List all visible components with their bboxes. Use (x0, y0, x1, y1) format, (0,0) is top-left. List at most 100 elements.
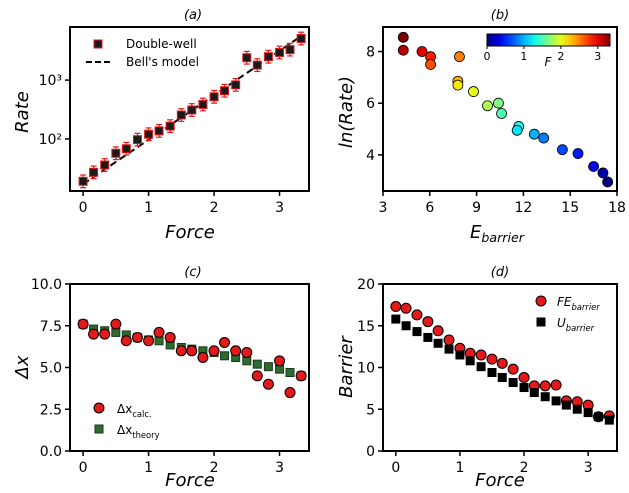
rate-point (557, 144, 568, 156)
rate-point (572, 148, 584, 159)
legend-marker-u (536, 317, 546, 327)
y-tick-label: 10² (39, 132, 62, 148)
u-barrier-point (455, 350, 465, 360)
legend-label-bells-model: Bell's model (126, 55, 199, 69)
double-well-point (231, 80, 241, 90)
calc-point (88, 328, 100, 340)
rate-point (482, 100, 493, 112)
x-tick-label: 0 (391, 460, 400, 476)
rate-point (538, 132, 550, 144)
colorbar-tick-label: 3 (594, 50, 601, 63)
calc-point (99, 328, 111, 340)
legend-marker-double-well (93, 39, 103, 49)
u-barrier-point (572, 404, 582, 414)
legend-label-theory: Δxtheory (117, 423, 160, 440)
rate-point (602, 176, 614, 188)
rate-point (397, 44, 409, 56)
y-tick-label: 4 (366, 148, 375, 164)
calc-point (175, 345, 187, 357)
y-tick-label: 15 (357, 319, 375, 335)
calc-point (295, 370, 307, 382)
x-tick-label: 15 (561, 200, 579, 216)
colorbar-tick-label: 0 (484, 50, 491, 63)
double-well-point (154, 126, 164, 136)
u-barrier-point (583, 408, 593, 418)
fe-barrier-point (432, 325, 444, 337)
x-axis-label: Ebarrier (470, 222, 525, 245)
y-tick-label: 6 (366, 96, 375, 112)
calc-point (251, 370, 263, 382)
calc-point (284, 387, 296, 399)
u-barrier-point (551, 396, 561, 406)
y-tick-label: 2.5 (40, 402, 62, 418)
y-axis-label: Δx (12, 355, 33, 380)
u-barrier-point (497, 373, 507, 383)
double-well-point (296, 33, 306, 43)
y-tick-label: 7.5 (40, 319, 62, 335)
double-well-point (263, 52, 273, 62)
double-well-point (165, 121, 175, 131)
rate-point (588, 161, 599, 172)
u-barrier-point (476, 362, 486, 372)
legend-marker-fe (535, 295, 547, 307)
u-barrier-point (433, 338, 443, 348)
theory-point (263, 362, 273, 372)
double-well-point (176, 110, 186, 120)
u-barrier-point (401, 321, 411, 331)
plot-frame (382, 26, 618, 192)
y-tick-label: 0 (366, 444, 375, 460)
legend-marker-theory (94, 424, 104, 434)
fe-barrier-point (518, 372, 530, 384)
rate-point (496, 108, 507, 119)
calc-point (120, 335, 132, 347)
theory-point (285, 368, 295, 378)
double-well-point (111, 148, 121, 158)
u-barrier-point (391, 314, 401, 324)
colorbar-label: F (545, 55, 553, 69)
calc-point (219, 336, 231, 348)
panel-title: (d) (491, 265, 509, 280)
calc-point (143, 335, 155, 347)
u-barrier-point (604, 415, 614, 425)
calc-point (208, 345, 220, 357)
rate-point (597, 167, 609, 179)
rate-point (468, 86, 479, 97)
calc-point (186, 345, 198, 357)
x-tick-label: 2 (210, 460, 219, 476)
x-tick-label: 3 (584, 460, 593, 476)
double-well-point (132, 135, 142, 145)
u-barrier-point (465, 356, 475, 366)
rate-point (452, 79, 464, 91)
rate-point (528, 128, 540, 140)
x-axis-label: Force (475, 470, 525, 491)
double-well-point (100, 160, 110, 170)
panel-title: (a) (184, 8, 202, 23)
rate-point (493, 97, 504, 109)
double-well-point (275, 47, 285, 57)
y-tick-label: 10³ (39, 73, 62, 89)
panel-c: (c) 0 1 2 3 0.0 2.5 5.0 7.5 10.0 Δxcalc. Δxtheory Fo… (12, 265, 310, 491)
double-well-point (242, 53, 252, 63)
theory-point (220, 351, 230, 361)
y-tick-label: 0.0 (40, 444, 62, 460)
panel-d: (d) 0 1 2 3 0 5 10 15 20 FEbarrier Ubarrier Force Bar… (336, 265, 618, 491)
double-well-point (220, 86, 230, 96)
x-axis-label: Force (165, 470, 215, 491)
double-well-point (144, 129, 154, 139)
x-tick-label: 9 (472, 200, 481, 216)
colorbar-tick-label: 1 (520, 50, 527, 63)
y-tick-label: 20 (357, 277, 375, 293)
u-barrier-point (412, 327, 422, 337)
legend-label-calc: Δxcalc. (117, 402, 152, 419)
fe-barrier-point (475, 349, 487, 361)
double-well-point (121, 144, 131, 154)
double-well-point (209, 92, 219, 102)
x-tick-label: 0 (79, 200, 88, 216)
y-tick-label: 10.0 (31, 277, 62, 293)
theory-point (154, 336, 164, 346)
fe-barrier-point (443, 334, 455, 346)
panel-title: (b) (491, 8, 509, 23)
fe-barrier-point (411, 309, 423, 321)
u-barrier-point (529, 388, 539, 398)
